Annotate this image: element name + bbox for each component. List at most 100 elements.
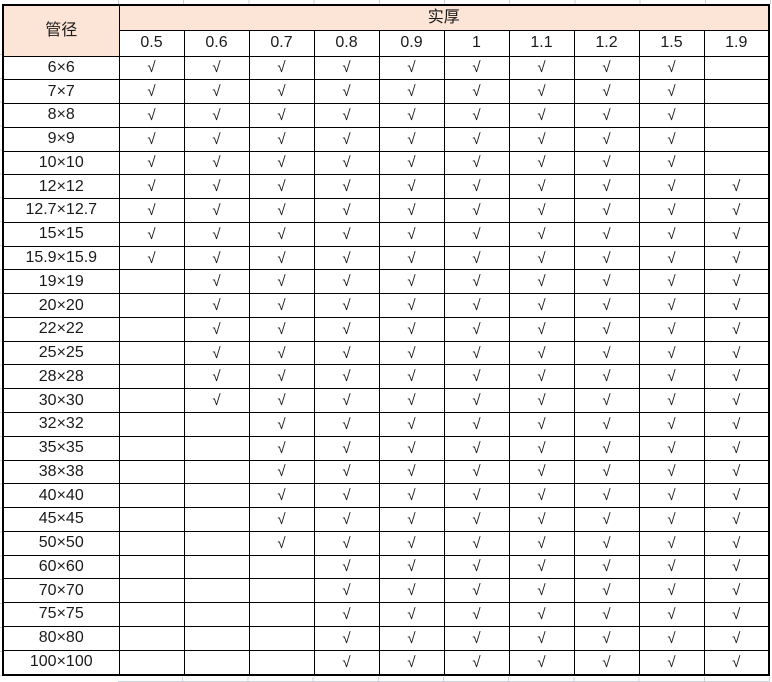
availability-cell: √ [313,245,380,271]
availability-cell: √ [508,388,575,413]
availability-cell: √ [378,602,445,627]
availability-cell: √ [313,103,380,128]
availability-cell: √ [508,459,575,485]
availability-cell: √ [183,55,250,81]
availability-cell: √ [573,269,640,295]
availability-cell: √ [378,221,445,247]
diameter-cell: 35×35 [2,435,120,461]
table-row: 30×30 √ √ √ √ √ √ √ √ √ [2,388,770,413]
diameter-cell: 8×8 [2,103,120,128]
availability-cell: √ [118,150,185,176]
availability-cell: √ [313,483,380,509]
availability-cell: √ [703,316,770,342]
availability-cell: √ [573,578,640,604]
availability-cell: √ [573,435,640,461]
availability-cell: √ [638,150,705,176]
availability-cell [183,554,250,580]
availability-cell: √ [638,221,705,247]
availability-cell [118,316,185,342]
availability-cell [248,554,315,580]
availability-cell: √ [248,55,315,81]
availability-cell: √ [638,507,705,532]
table-body: 6×6 √ √ √ √ √ √ √ √ √ 7×7 √ √ √ √ √ √ √ √ √ 8×8 √ √ √ √ √ √ √ √ √ 9×9 √… [2,55,770,676]
availability-cell: √ [313,435,380,461]
availability-cell: √ [378,483,445,509]
availability-cell: √ [638,649,705,676]
diameter-cell: 20×20 [2,293,120,318]
availability-cell [183,483,250,509]
availability-cell: √ [508,554,575,580]
availability-cell: √ [378,340,445,366]
diameter-cell: 6×6 [2,55,120,81]
table-row: 75×75 √ √ √ √ √ √ √ [2,602,770,627]
availability-cell: √ [703,198,770,223]
availability-cell: √ [378,293,445,318]
diameter-cell: 40×40 [2,483,120,509]
availability-cell: √ [118,79,185,105]
availability-cell [183,602,250,627]
availability-cell: √ [378,174,445,200]
availability-cell: √ [573,649,640,676]
availability-cell: √ [638,388,705,413]
availability-cell [703,55,770,81]
availability-cell: √ [378,55,445,81]
availability-cell: √ [248,79,315,105]
availability-cell: √ [248,293,315,318]
availability-cell: √ [573,126,640,152]
availability-cell: √ [248,126,315,152]
diameter-cell: 22×22 [2,316,120,342]
availability-cell [118,269,185,295]
thickness-column-header: 1.5 [638,29,705,57]
thickness-column-header: 0.9 [378,29,445,57]
availability-cell: √ [638,269,705,295]
availability-cell: √ [248,340,315,366]
availability-cell: √ [313,411,380,437]
availability-cell [118,649,185,676]
availability-cell: √ [443,459,510,485]
outer-gridline-ticks-top [118,0,771,4]
availability-cell: √ [183,221,250,247]
availability-cell: √ [638,483,705,509]
availability-cell: √ [703,340,770,366]
table-row: 15.9×15.9 √ √ √ √ √ √ √ √ √ √ [2,245,770,271]
availability-cell: √ [508,293,575,318]
availability-cell: √ [183,388,250,413]
diameter-cell: 38×38 [2,459,120,485]
availability-cell: √ [703,174,770,200]
table-row: 32×32 √ √ √ √ √ √ √ √ [2,411,770,437]
availability-cell: √ [313,530,380,556]
table-row: 19×19 √ √ √ √ √ √ √ √ √ [2,269,770,295]
availability-cell: √ [118,245,185,271]
availability-cell: √ [508,198,575,223]
availability-cell: √ [573,530,640,556]
availability-cell: √ [183,245,250,271]
availability-cell: √ [573,79,640,105]
availability-cell: √ [378,435,445,461]
availability-cell: √ [443,126,510,152]
availability-cell [248,602,315,627]
availability-cell: √ [443,483,510,509]
table-header: 管径 实厚 0.5 0.6 0.7 0.8 0.9 1 1.1 1.2 1.5 1.9 [2,4,770,57]
availability-cell: √ [638,198,705,223]
availability-cell [118,388,185,413]
availability-cell: √ [248,364,315,390]
table-row: 12.7×12.7 √ √ √ √ √ √ √ √ √ √ [2,198,770,223]
availability-cell: √ [313,55,380,81]
availability-cell: √ [638,245,705,271]
availability-cell: √ [508,530,575,556]
availability-cell: √ [248,150,315,176]
diameter-cell: 10×10 [2,150,120,176]
diameter-cell: 50×50 [2,530,120,556]
availability-cell: √ [443,293,510,318]
availability-cell: √ [703,554,770,580]
availability-cell: √ [638,126,705,152]
availability-cell: √ [508,364,575,390]
diameter-cell: 70×70 [2,578,120,604]
availability-cell: √ [443,150,510,176]
availability-cell [118,293,185,318]
availability-cell [118,530,185,556]
availability-cell: √ [638,435,705,461]
availability-cell [703,126,770,152]
availability-cell: √ [443,55,510,81]
